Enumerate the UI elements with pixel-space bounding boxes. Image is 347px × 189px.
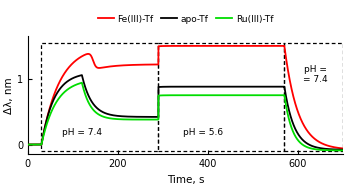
Text: pH =
= 7.4: pH = = 7.4 — [303, 65, 327, 84]
Bar — [158, 43, 284, 151]
X-axis label: Time, s: Time, s — [167, 175, 204, 185]
Text: pH = 5.6: pH = 5.6 — [183, 128, 223, 137]
Text: pH = 7.4: pH = 7.4 — [62, 128, 102, 137]
Bar — [284, 43, 343, 151]
Y-axis label: Δλ, nm: Δλ, nm — [4, 77, 14, 114]
Bar — [41, 43, 158, 151]
Legend: Fe(III)-Tf, apo-Tf, Ru(III)-Tf: Fe(III)-Tf, apo-Tf, Ru(III)-Tf — [94, 11, 277, 27]
